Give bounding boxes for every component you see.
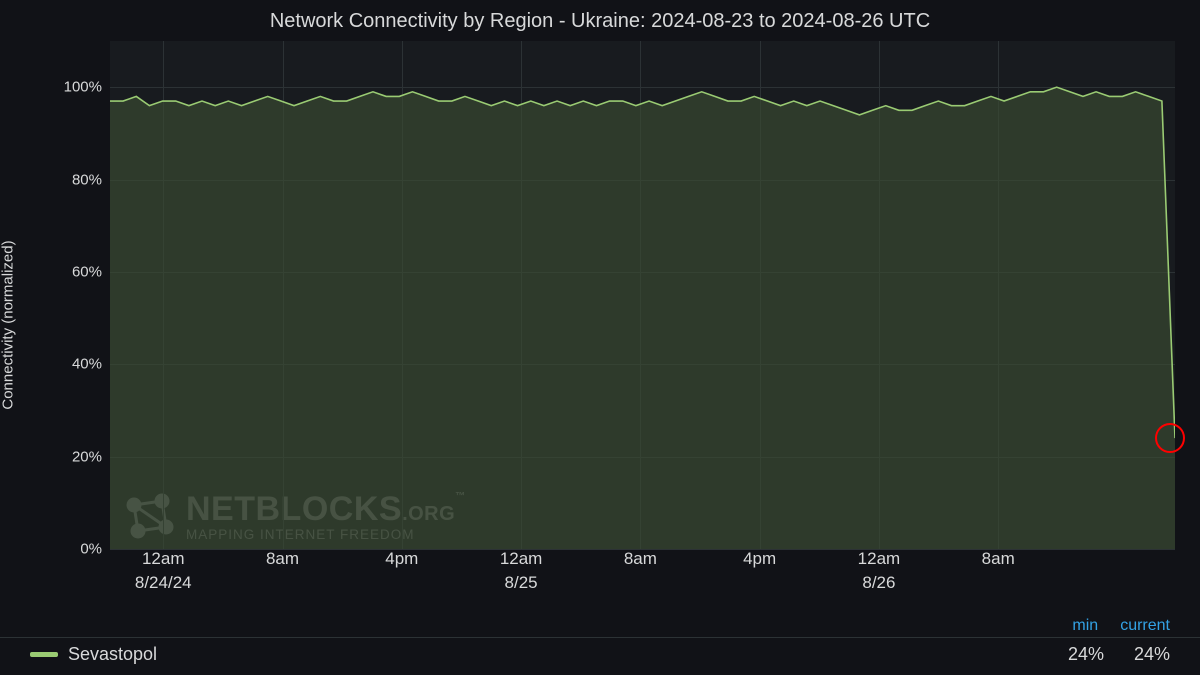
x-tick-label: 8am [266, 549, 299, 569]
x-tick-label: 8am [624, 549, 657, 569]
chart-inner: 0% 20% 40% 60% 80% 100% [55, 41, 1175, 609]
x-ticks: 12am8/24/24 8am 4pm 12am8/25 8am 4pm 12am8/26 8… [110, 549, 1175, 609]
legend-header-min: min [1072, 617, 1098, 635]
x-tick-label: 4pm [385, 549, 418, 569]
plot-row: 0%20%40%60%80%100% [55, 41, 1175, 549]
y-tick-label: 40% [72, 356, 102, 373]
plot-area: NETBLOCKS.ORG™ MAPPING INTERNET FREEDOM [110, 41, 1175, 549]
chart-body: Connectivity (normalized) 0% 20% 40% 60% 80%… [0, 41, 1200, 609]
chart-title: Network Connectivity by Region - Ukraine… [0, 10, 1200, 33]
legend-header: min current [0, 615, 1200, 635]
x-tick-label: 4pm [743, 549, 776, 569]
legend-label: Sevastopol [68, 644, 157, 665]
y-tick-label: 0% [80, 541, 102, 558]
y-tick-label: 100% [64, 79, 102, 96]
x-tick-label: 12am8/24/24 [135, 549, 192, 593]
legend-row: Sevastopol 24% 24% [0, 637, 1200, 675]
y-tick-label: 80% [72, 171, 102, 188]
y-axis-label: Connectivity (normalized) [0, 240, 17, 409]
highlight-marker [1155, 423, 1185, 453]
chart-container: Network Connectivity by Region - Ukraine… [0, 0, 1200, 675]
legend-swatch [30, 652, 58, 657]
y-ticks: 0%20%40%60%80%100% [55, 41, 110, 549]
x-tick-label: 12am8/26 [858, 549, 901, 593]
legend-header-current: current [1120, 617, 1170, 635]
x-tick-label: 8am [982, 549, 1015, 569]
y-tick-label: 20% [72, 448, 102, 465]
legend-values: 24% 24% [1068, 644, 1170, 665]
legend-min-value: 24% [1068, 644, 1104, 665]
legend-current-value: 24% [1134, 644, 1170, 665]
x-tick-label: 12am8/25 [500, 549, 543, 593]
y-tick-label: 60% [72, 263, 102, 280]
